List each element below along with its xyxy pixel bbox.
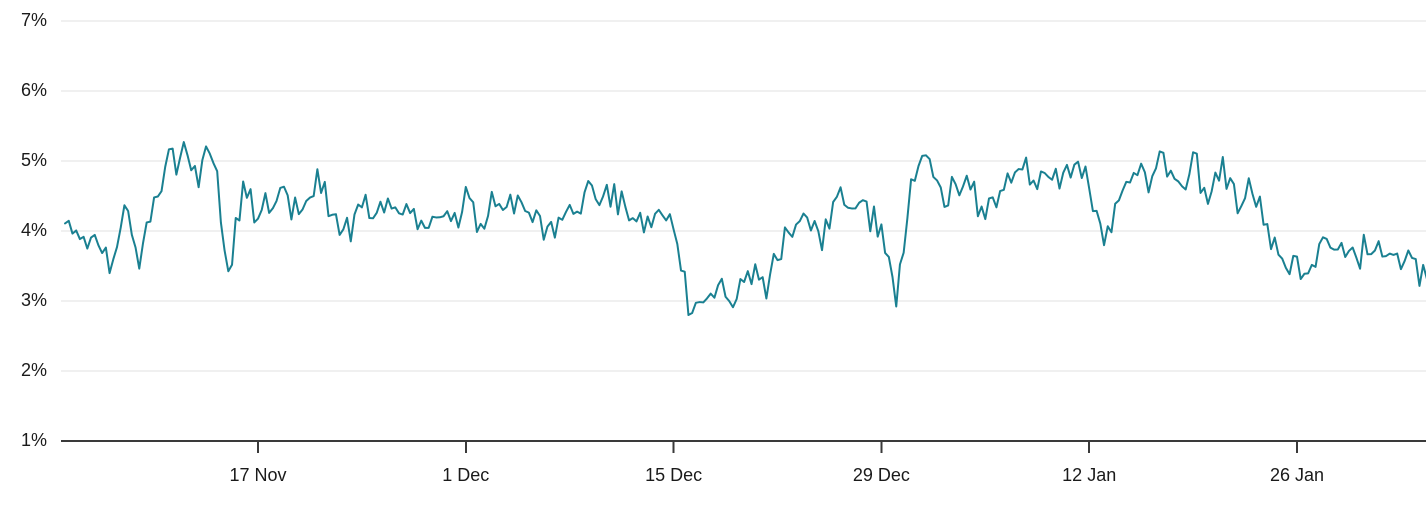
x-axis-tick-labels: 17 Nov 1 Dec 15 Dec 29 Dec 12 Jan 26 Jan <box>229 465 1324 485</box>
x-axis-tick-label: 17 Nov <box>229 465 286 485</box>
x-axis-tick-label: 15 Dec <box>645 465 702 485</box>
x-axis-tick-marks <box>257 442 1298 453</box>
x-axis-tick-label: 12 Jan <box>1062 465 1116 485</box>
y-axis-tick-label: 4% <box>21 220 47 240</box>
y-axis-tick-label: 2% <box>21 360 47 380</box>
x-axis-tick-label: 29 Dec <box>853 465 910 485</box>
y-axis-tick-label: 5% <box>21 150 47 170</box>
y-axis-tick-label: 3% <box>21 290 47 310</box>
y-axis-tick-label: 6% <box>21 80 47 100</box>
y-axis-tick-label: 7% <box>21 10 47 30</box>
gridlines-group <box>61 20 1426 372</box>
y-axis-tick-label: 1% <box>21 430 47 450</box>
y-axis-tick-labels: 1% 2% 3% 4% 5% 6% 7% <box>21 10 47 450</box>
x-axis-tick-label: 26 Jan <box>1270 465 1324 485</box>
data-series-line <box>64 141 1426 316</box>
x-axis-tick-label: 1 Dec <box>442 465 489 485</box>
